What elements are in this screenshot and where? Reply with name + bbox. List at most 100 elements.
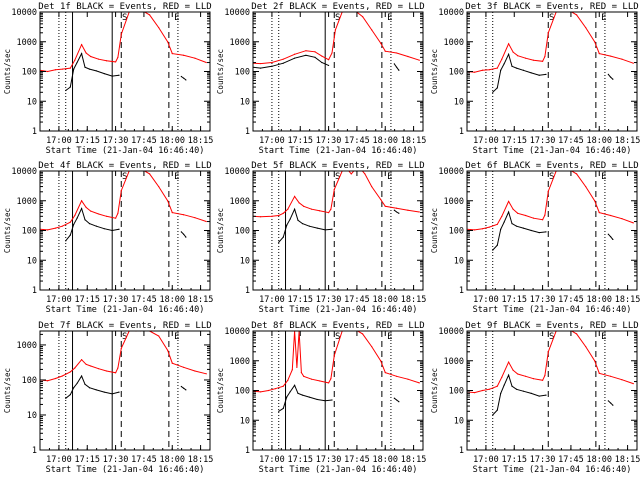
data-point: [511, 385, 513, 387]
data-point: [598, 52, 600, 55]
marker-letter: E: [601, 332, 606, 342]
data-point: [287, 208, 289, 210]
x-tick-label: 18:00: [586, 295, 612, 305]
data-point: [524, 375, 527, 377]
data-point: [503, 221, 505, 223]
data-point: [117, 56, 119, 58]
data-point: [503, 384, 505, 386]
y-tick-label: 10: [240, 97, 250, 107]
data-point: [114, 217, 117, 219]
data-point: [148, 173, 151, 175]
data-point: [303, 205, 305, 207]
x-tick-label: 17:15: [74, 136, 100, 146]
x-axis-label: Start Time (21-Jan-04 16:46:40): [259, 146, 418, 156]
data-point: [286, 396, 288, 398]
data-point: [84, 66, 86, 68]
data-point: [598, 211, 600, 214]
data-point: [512, 369, 514, 371]
data-point: [327, 382, 330, 384]
x-tick-label: 17:15: [287, 136, 313, 146]
y-axis-label: Counts/sec: [216, 368, 225, 413]
data-point: [517, 212, 519, 214]
y-tick-label: 1000: [230, 357, 250, 367]
data-point: [305, 50, 307, 52]
x-tick-label: 18:00: [159, 455, 185, 465]
marker-letter: S: [335, 172, 340, 182]
data-point: [585, 26, 587, 29]
y-tick-label: 100: [22, 68, 37, 78]
data-point: [300, 371, 302, 374]
y-axis-label: Counts/sec: [430, 208, 439, 253]
data-point: [393, 209, 395, 211]
x-axis-label: Start Time (21-Jan-04 16:46:40): [473, 465, 632, 475]
data-point: [621, 218, 623, 220]
data-point: [598, 372, 600, 374]
y-tick-label: 1000: [230, 197, 250, 207]
data-point: [522, 390, 524, 392]
marker-letter: S: [122, 332, 127, 342]
y-tick-label: 1: [245, 286, 250, 296]
data-point: [515, 67, 518, 69]
x-tick-label: 17:00: [473, 295, 499, 305]
x-axis-label: Start Time (21-Jan-04 16:46:40): [46, 146, 205, 156]
x-tick-label: 17:15: [74, 455, 100, 465]
data-point: [205, 61, 207, 64]
data-point: [575, 333, 578, 335]
x-tick-label: 17:00: [259, 455, 285, 465]
data-point: [46, 229, 49, 231]
data-point: [84, 219, 86, 221]
x-tick-label: 17:45: [131, 295, 157, 305]
data-point: [507, 43, 510, 45]
x-tick-label: 17:15: [501, 295, 527, 305]
x-axis-label: Start Time (21-Jan-04 16:46:40): [473, 146, 632, 156]
data-point: [575, 14, 578, 16]
y-tick-label: 1000: [444, 197, 464, 207]
y-tick-label: 1000: [230, 38, 250, 48]
data-point: [524, 57, 527, 59]
x-tick-label: 18:15: [401, 136, 427, 146]
y-tick-label: 1: [32, 446, 37, 456]
data-point: [324, 229, 326, 231]
data-point: [278, 241, 280, 243]
x-tick-label: 17:15: [501, 136, 527, 146]
data-point: [278, 214, 280, 217]
data-point: [395, 52, 398, 54]
data-point: [171, 211, 173, 214]
data-point: [118, 74, 120, 76]
data-point: [511, 223, 513, 225]
data-point: [148, 14, 151, 16]
y-tick-label: 1000: [444, 357, 464, 367]
data-point: [393, 63, 395, 65]
data-point: [384, 371, 386, 374]
data-point: [501, 58, 503, 60]
data-point: [609, 236, 612, 238]
x-tick-label: 17:30: [316, 295, 342, 305]
data-point: [182, 387, 185, 389]
data-point: [287, 379, 289, 381]
data-point: [74, 59, 76, 61]
data-point: [76, 217, 78, 219]
data-point: [282, 407, 284, 410]
panel-title: Det 3f BLACK = Events, RED = LLD: [465, 2, 638, 12]
data-point: [371, 29, 373, 31]
data-point: [327, 59, 330, 61]
y-tick-label: 100: [235, 227, 250, 237]
data-point: [585, 345, 587, 348]
y-axis-label: Counts/sec: [430, 368, 439, 413]
data-point: [171, 362, 173, 364]
data-point: [167, 200, 169, 202]
data-point: [120, 347, 122, 349]
data-point: [46, 70, 49, 73]
y-tick-label: 1: [459, 127, 464, 137]
panel-title: Det 8f BLACK = Events, RED = LLD: [251, 321, 424, 331]
y-tick-label: 100: [449, 68, 464, 78]
data-point: [507, 53, 510, 55]
data-point: [327, 211, 330, 214]
x-axis-label: Start Time (21-Jan-04 16:46:40): [259, 305, 418, 315]
panel-title: Det 9f BLACK = Events, RED = LLD: [465, 321, 638, 331]
data-point: [492, 249, 494, 251]
data-point: [609, 76, 612, 78]
x-tick-label: 17:30: [530, 136, 556, 146]
